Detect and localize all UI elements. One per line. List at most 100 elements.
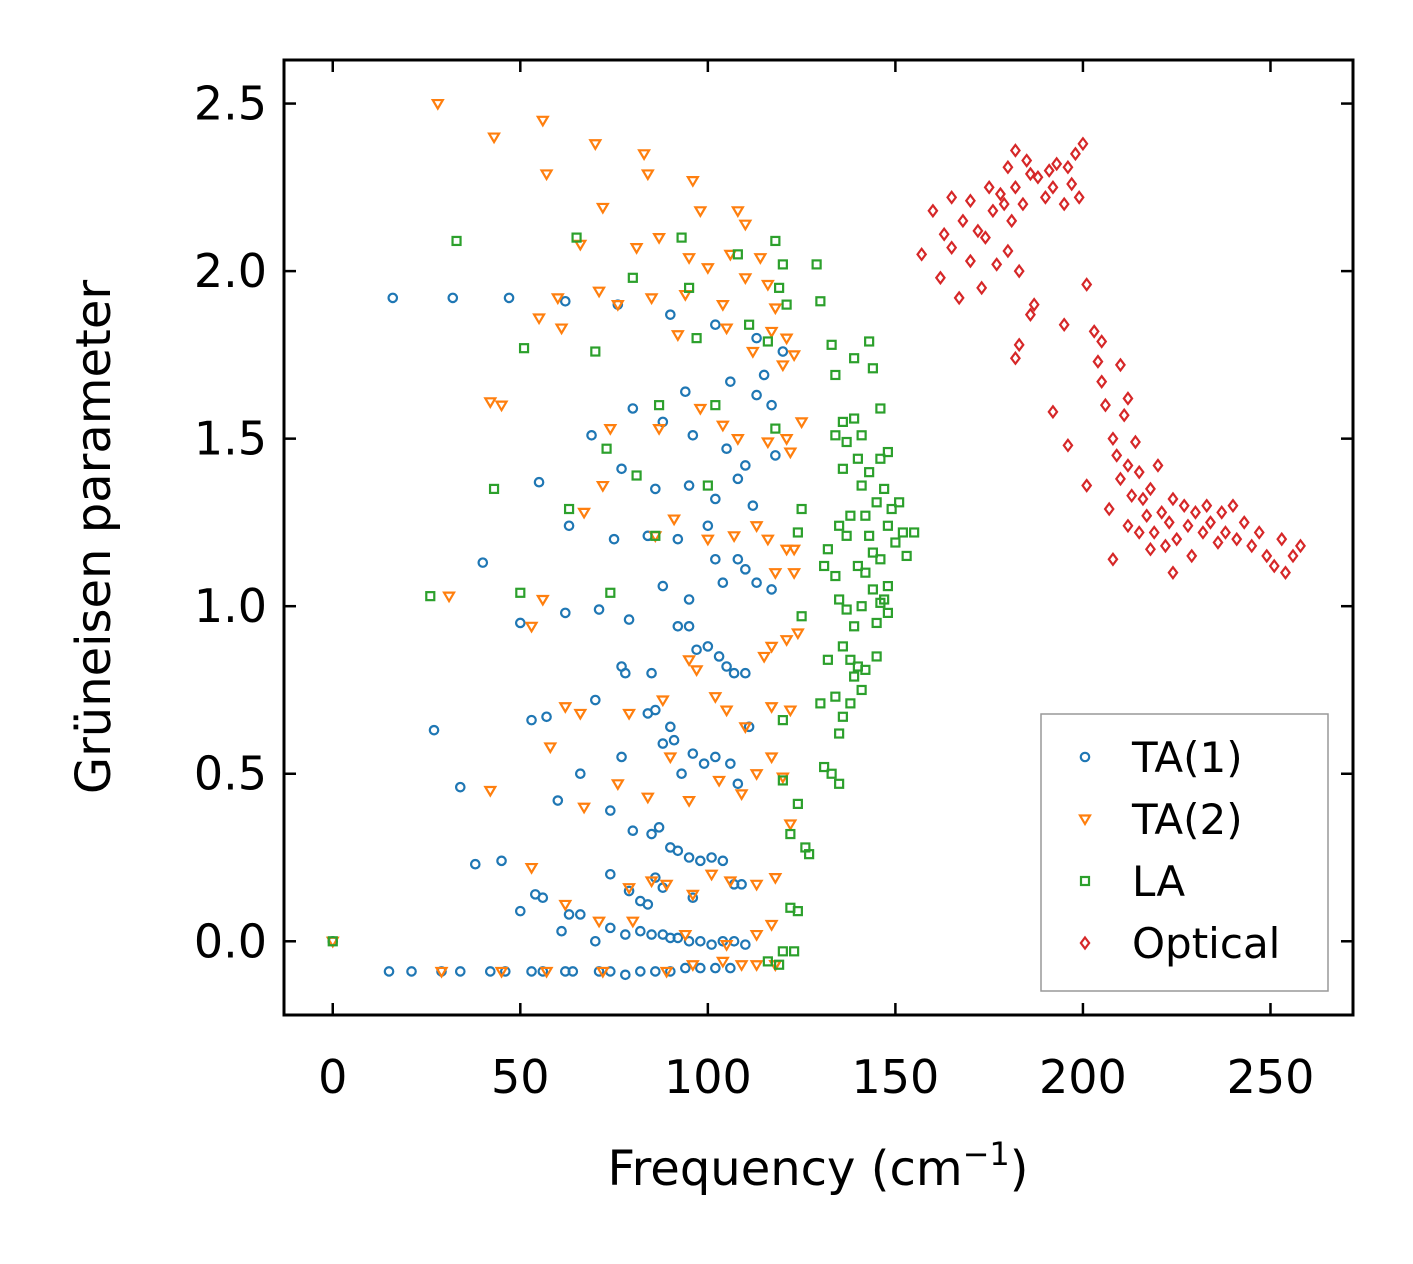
data-point bbox=[764, 919, 779, 932]
data-point bbox=[627, 403, 639, 414]
data-point bbox=[897, 527, 908, 538]
data-point bbox=[702, 641, 714, 652]
data-point bbox=[682, 795, 697, 808]
data-point bbox=[775, 360, 790, 373]
data-point bbox=[590, 346, 601, 357]
data-point bbox=[770, 423, 781, 434]
data-point bbox=[721, 443, 732, 455]
data-point bbox=[875, 453, 886, 464]
data-point bbox=[657, 580, 669, 592]
data-point bbox=[708, 692, 723, 704]
data-point bbox=[1111, 448, 1123, 463]
data-point bbox=[406, 966, 417, 977]
data-point bbox=[964, 193, 976, 209]
data-point bbox=[687, 892, 699, 904]
data-point bbox=[682, 253, 697, 265]
data-point bbox=[577, 507, 591, 520]
data-point bbox=[856, 480, 867, 491]
data-point bbox=[503, 292, 515, 304]
data-point bbox=[864, 530, 875, 541]
data-point bbox=[575, 909, 586, 920]
data-point bbox=[1178, 498, 1190, 513]
data-point bbox=[1024, 166, 1036, 182]
data-point bbox=[1047, 404, 1059, 420]
data-point bbox=[454, 781, 466, 793]
legend-marker bbox=[1078, 814, 1092, 827]
data-point bbox=[620, 667, 631, 679]
data-point bbox=[822, 544, 833, 555]
data-point bbox=[834, 520, 845, 531]
data-point bbox=[860, 567, 871, 578]
data-point bbox=[749, 521, 764, 533]
data-point bbox=[702, 480, 713, 491]
data-point bbox=[1197, 525, 1209, 540]
data-point bbox=[1009, 350, 1021, 366]
data-point bbox=[834, 778, 845, 789]
data-point bbox=[610, 779, 625, 791]
data-point bbox=[830, 570, 841, 582]
data-point bbox=[691, 644, 702, 656]
data-point bbox=[644, 876, 659, 889]
data-point bbox=[747, 500, 759, 511]
data-point bbox=[787, 568, 802, 580]
data-point bbox=[483, 785, 498, 798]
data-point bbox=[792, 906, 803, 917]
data-point bbox=[1092, 354, 1104, 369]
data-point bbox=[727, 531, 742, 543]
y-axis-title: Grüneisen parameter bbox=[66, 280, 122, 795]
data-point bbox=[779, 544, 794, 557]
data-point bbox=[787, 544, 802, 557]
data-point bbox=[946, 190, 958, 205]
data-point bbox=[640, 792, 655, 805]
data-point bbox=[745, 346, 760, 359]
data-point bbox=[637, 149, 652, 161]
x-axis-title-superscript: −1 bbox=[963, 1135, 1010, 1173]
x-tick-label: 150 bbox=[851, 1050, 939, 1104]
data-point bbox=[783, 819, 798, 832]
data-point bbox=[687, 429, 699, 441]
data-point bbox=[665, 721, 676, 733]
data-point bbox=[571, 232, 582, 243]
data-point bbox=[762, 956, 773, 967]
data-point bbox=[712, 775, 727, 788]
data-point bbox=[725, 962, 736, 974]
data-point bbox=[558, 899, 573, 912]
x-axis-title-close: ) bbox=[1010, 1141, 1029, 1197]
data-point bbox=[875, 554, 886, 565]
data-point bbox=[676, 232, 687, 243]
data-point bbox=[487, 132, 501, 145]
data-point bbox=[693, 403, 708, 416]
data-point bbox=[428, 724, 440, 736]
data-point bbox=[867, 547, 878, 558]
data-point bbox=[683, 852, 695, 863]
data-point bbox=[909, 527, 920, 538]
data-point bbox=[704, 869, 719, 882]
data-point bbox=[515, 617, 526, 629]
data-point bbox=[659, 966, 674, 979]
data-point bbox=[537, 892, 549, 904]
data-point bbox=[758, 369, 770, 381]
data-point bbox=[1167, 491, 1179, 507]
data-point bbox=[1122, 518, 1134, 534]
data-point bbox=[595, 480, 610, 493]
data-point bbox=[787, 350, 802, 363]
data-point bbox=[425, 591, 436, 602]
data-point bbox=[964, 253, 976, 269]
data-point bbox=[1253, 525, 1265, 540]
data-point bbox=[524, 862, 539, 875]
data-point bbox=[768, 303, 783, 316]
data-point bbox=[680, 962, 691, 974]
data-point bbox=[946, 240, 958, 255]
data-point bbox=[650, 704, 661, 716]
data-point bbox=[563, 520, 575, 532]
data-point bbox=[740, 667, 751, 679]
series-ta-2- bbox=[325, 98, 809, 979]
data-point bbox=[1163, 515, 1175, 530]
data-point bbox=[785, 828, 796, 840]
legend: TA(1) TA(2) LA Optical bbox=[1040, 713, 1329, 992]
data-point bbox=[760, 279, 775, 292]
data-point bbox=[1204, 515, 1216, 530]
data-point bbox=[1231, 531, 1243, 547]
data-point bbox=[1227, 498, 1239, 513]
